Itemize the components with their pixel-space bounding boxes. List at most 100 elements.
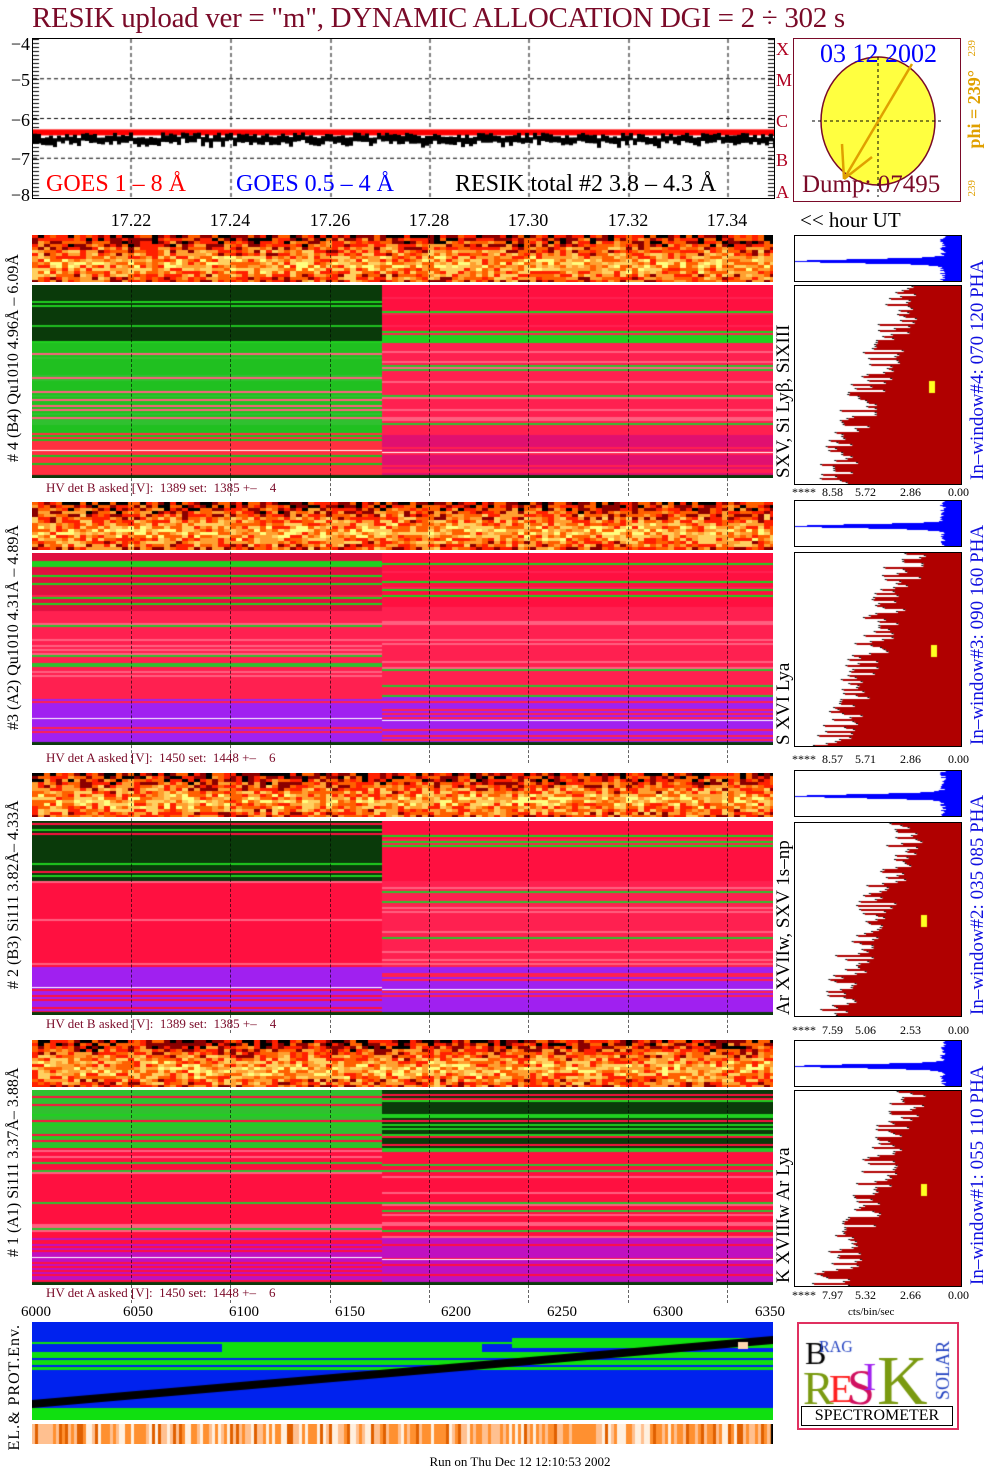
pha-axis-tick: 5.06 bbox=[855, 1023, 876, 1037]
spectral-lines-label: SXV, Si Lyβ, SiXIII bbox=[773, 324, 794, 478]
time-gridline bbox=[330, 235, 331, 496]
time-tick: 17.32 bbox=[607, 210, 649, 230]
time-gridline bbox=[330, 1040, 331, 1303]
time-gridline bbox=[330, 773, 331, 1033]
pha-distribution-histogram bbox=[794, 770, 962, 817]
time-gridline bbox=[131, 1040, 132, 1303]
spectrum-heatmap bbox=[32, 1090, 773, 1285]
time-gridline bbox=[628, 502, 629, 763]
phi-angle: phi = 239° bbox=[964, 70, 984, 149]
hv-status: HV det B asked [V]: 1389 set: 1385 +– 4 bbox=[46, 480, 277, 495]
spectrum-profile bbox=[794, 1090, 962, 1287]
in-window-label: In–window#1: 055 110 PHA bbox=[967, 1065, 988, 1285]
time-tick: 17.26 bbox=[309, 210, 351, 230]
spectrum-profile bbox=[794, 552, 962, 747]
pha-axis-tick: 7.97 bbox=[822, 1288, 843, 1302]
pha-axis-tick: 8.57 bbox=[822, 752, 843, 766]
pha-axis-tick: 5.72 bbox=[855, 485, 876, 499]
pha-axis-tick: **** bbox=[792, 1023, 816, 1037]
time-gridline bbox=[528, 1040, 529, 1303]
spectral-lines-label: K XVIIIw Ar Lya bbox=[773, 1147, 794, 1283]
goes-class-b: B bbox=[776, 150, 789, 170]
pha-axis-tick: 0.00 bbox=[948, 752, 969, 766]
in-window-label: In–window#2: 035 085 PHA bbox=[967, 794, 988, 1015]
footer-run-info: Run on Thu Dec 12 12:10:53 2002 bbox=[429, 1454, 611, 1469]
pha-axis-tick: 2.86 bbox=[900, 752, 921, 766]
bin-tick: 6050 bbox=[123, 1304, 153, 1320]
time-gridline bbox=[727, 1040, 728, 1303]
lightcurve-plot bbox=[32, 38, 775, 199]
time-tick: 17.28 bbox=[408, 210, 450, 230]
orientation-arrow bbox=[842, 63, 914, 180]
time-gridline bbox=[628, 1040, 629, 1303]
time-gridline bbox=[230, 235, 231, 496]
bin-tick: 6100 bbox=[229, 1304, 259, 1320]
page-title: RESIK upload ver = "m", DYNAMIC ALLOCATI… bbox=[32, 2, 845, 34]
channel-label: #3 (A2) Qu1010 4.31Å – 4.89Å bbox=[5, 525, 22, 730]
channel-label: # 2 (B3) Si111 3.82Å– 4.33Å bbox=[5, 800, 22, 990]
pha-distribution-histogram bbox=[794, 500, 962, 547]
bin-tick: 6000 bbox=[21, 1304, 51, 1320]
pha-axis-tick: **** bbox=[792, 485, 816, 499]
pha-axis-tick: 2.53 bbox=[900, 1023, 921, 1037]
count-strip bbox=[32, 1424, 773, 1444]
pha-axis-tick: 0.00 bbox=[948, 1288, 969, 1302]
time-gridline bbox=[131, 235, 132, 496]
pha-axis-tick: 5.32 bbox=[855, 1288, 876, 1302]
logo-graphic bbox=[799, 1324, 957, 1406]
phi-small-top: 239 bbox=[966, 40, 978, 57]
time-axis-unit: << hour UT bbox=[800, 208, 901, 232]
pha-axis-tick: **** bbox=[792, 1288, 816, 1302]
resik-logo: SPECTROMETER bbox=[797, 1322, 959, 1430]
pha-unit: cts/bin/sec bbox=[848, 1306, 895, 1318]
dump-number: Dump: 07495 bbox=[802, 171, 941, 198]
bin-tick: 6150 bbox=[335, 1304, 365, 1320]
channel-label: # 1 (A1) Si111 3.37Å– 3.88Å bbox=[5, 1067, 22, 1258]
sun-disc-diagram bbox=[812, 56, 944, 197]
lightcurve-canvas bbox=[33, 39, 774, 198]
y-tick: −5 bbox=[10, 70, 30, 90]
time-gridline bbox=[628, 773, 629, 1033]
channel-label: # 4 (B4) Qu1010 4.96Å – 6.09Å bbox=[5, 254, 22, 463]
spectral-lines-label: Ar XVIIw, SXV 1s–np bbox=[773, 840, 794, 1015]
pha-axis-tick: 8.58 bbox=[822, 485, 843, 499]
goes-class-x: X bbox=[776, 39, 789, 59]
spectrum-heatmap bbox=[32, 285, 773, 478]
time-tick: 17.30 bbox=[507, 210, 549, 230]
goes-class-m: M bbox=[776, 70, 793, 90]
time-gridline bbox=[528, 773, 529, 1033]
y-tick: −8 bbox=[10, 185, 30, 205]
y-tick: −4 bbox=[10, 34, 30, 54]
legend-goes-short: GOES 0.5 – 4 Å bbox=[236, 171, 395, 197]
pha-axis-tick: 5.71 bbox=[855, 752, 876, 766]
time-gridline bbox=[230, 773, 231, 1033]
in-window-label: In–window#4: 070 120 PHA bbox=[967, 259, 988, 480]
time-band-heatmap bbox=[32, 235, 773, 282]
pha-axis-tick: 0.00 bbox=[948, 1023, 969, 1037]
spectrum-heatmap bbox=[32, 821, 773, 1015]
env-label: EL.& PROT.Env. bbox=[6, 1324, 23, 1451]
time-gridline bbox=[528, 502, 529, 763]
spectrum-profile bbox=[794, 822, 962, 1017]
goes-class-a: A bbox=[776, 182, 789, 202]
time-gridline bbox=[628, 235, 629, 496]
time-gridline bbox=[429, 502, 430, 763]
logo-caption: SPECTROMETER bbox=[801, 1406, 953, 1426]
hv-status: HV det B asked [V]: 1389 set: 1385 +– 4 bbox=[46, 1016, 277, 1031]
time-gridline bbox=[429, 1040, 430, 1303]
time-gridline bbox=[230, 1040, 231, 1303]
y-tick: −7 bbox=[10, 149, 30, 169]
spectral-lines-label: S XVI Lya bbox=[773, 662, 794, 745]
sun-date: 03 12 2002 bbox=[820, 39, 937, 68]
pha-axis-tick: 0.00 bbox=[948, 485, 969, 499]
time-tick: 17.34 bbox=[706, 210, 748, 230]
spectrum-profile bbox=[794, 285, 962, 485]
time-band-heatmap bbox=[32, 773, 773, 817]
time-band-heatmap bbox=[32, 502, 773, 550]
time-gridline bbox=[429, 235, 430, 496]
legend-resik: RESIK total #2 3.8 – 4.3 Å bbox=[455, 171, 717, 197]
time-tick: 17.24 bbox=[209, 210, 251, 230]
phi-small-bottom: 239 bbox=[966, 180, 978, 197]
hv-status: HV det A asked [V]: 1450 set: 1448 +– 6 bbox=[46, 1285, 276, 1300]
time-gridline bbox=[330, 502, 331, 763]
